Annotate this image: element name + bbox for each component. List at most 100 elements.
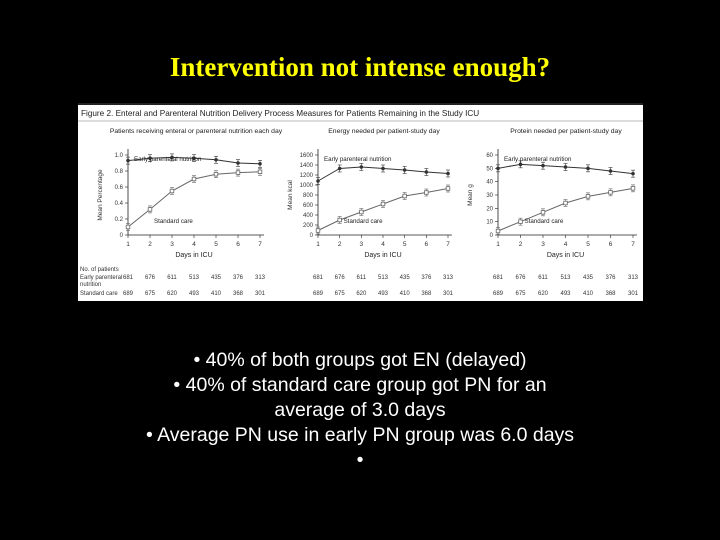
bullet-line-3: average of 3.0 days [274, 399, 446, 421]
patient-count: 611 [357, 275, 367, 281]
data-point [445, 186, 451, 191]
data-point [518, 162, 523, 167]
data-point [608, 169, 613, 173]
data-point [402, 168, 407, 172]
x-tick-label: 3 [170, 241, 174, 248]
series-label: Early parenteral nutrition [324, 156, 392, 163]
x-tick-label: 7 [258, 241, 262, 248]
x-tick-label: 4 [192, 241, 196, 248]
x-axis-label: Days in ICU [547, 252, 584, 259]
data-point [316, 179, 320, 183]
data-point [563, 200, 568, 206]
y-tick-label: 0.8 [115, 169, 124, 175]
figure-panel: Figure 2. Enteral and Parenteral Nutriti… [78, 103, 643, 301]
data-point [586, 166, 590, 171]
patient-count: 301 [443, 291, 454, 297]
data-point [169, 188, 175, 194]
data-point [147, 207, 153, 212]
x-tick-label: 4 [381, 241, 385, 248]
data-point [337, 166, 342, 171]
patients-header-line-2: Early parenteral [80, 275, 122, 281]
y-tick-label: 0 [120, 233, 124, 239]
data-point [424, 170, 429, 174]
patient-count: 620 [538, 291, 549, 297]
x-tick-label: 5 [586, 241, 590, 248]
patient-count: 676 [145, 275, 156, 281]
y-tick-label: 200 [303, 223, 314, 229]
patient-count: 689 [123, 291, 134, 297]
y-tick-label: 1400 [300, 163, 314, 169]
y-tick-label: 0.6 [115, 185, 124, 191]
series-label: Standard care [525, 218, 564, 225]
data-point [402, 193, 407, 199]
patient-count: 493 [560, 291, 571, 297]
patient-count: 313 [255, 275, 266, 281]
patient-count: 681 [313, 275, 324, 281]
patient-count: 376 [421, 275, 432, 281]
data-point [126, 158, 130, 163]
data-point [359, 165, 364, 169]
patient-count: 435 [400, 275, 411, 281]
y-tick-label: 400 [303, 213, 314, 219]
data-point [170, 155, 174, 160]
slide-title: Intervention not intense enough? [169, 52, 551, 82]
patient-count: 676 [335, 275, 346, 281]
series-label: Early parenteral nutrition [134, 156, 202, 163]
series-line [497, 187, 634, 232]
data-point [337, 217, 342, 223]
data-point [191, 176, 197, 182]
x-tick-label: 7 [446, 241, 450, 248]
x-tick-label: 1 [496, 241, 500, 248]
series-line [317, 188, 449, 231]
y-tick-label: 40 [486, 180, 493, 186]
data-point [359, 209, 364, 215]
data-point [495, 228, 501, 234]
y-tick-label: 1000 [300, 183, 314, 189]
patient-count: 493 [378, 291, 389, 297]
chart-1: Patients receiving enteral or parenteral… [97, 128, 283, 297]
data-point [540, 210, 546, 215]
y-tick-label: 0.2 [115, 217, 124, 223]
x-tick-label: 2 [148, 241, 152, 248]
series-label: Early parenteral nutrition [504, 156, 572, 163]
chart-title: Energy needed per patient-study day [328, 128, 440, 135]
x-tick-label: 2 [519, 241, 523, 248]
patient-count: 675 [515, 291, 526, 297]
y-tick-label: 1.0 [115, 153, 124, 159]
data-point [214, 158, 218, 162]
x-tick-label: 1 [316, 241, 320, 248]
patient-count: 301 [255, 291, 266, 297]
bullet-line-5: • [356, 449, 364, 471]
data-point [424, 190, 429, 195]
patient-count: 675 [335, 291, 346, 297]
y-tick-label: 1200 [300, 173, 314, 179]
data-point [125, 224, 131, 230]
patient-count: 611 [167, 275, 177, 281]
figure-svg: Figure 2. Enteral and Parenteral Nutriti… [78, 109, 643, 297]
data-point [148, 156, 152, 160]
x-tick-label: 6 [236, 241, 240, 248]
data-point [585, 194, 591, 199]
patients-header-line-1: No. of patients [80, 267, 119, 273]
y-tick-label: 600 [303, 203, 314, 209]
patient-count: 681 [123, 275, 134, 281]
patient-count: 681 [493, 275, 504, 281]
y-axis-label: Mean g [467, 184, 474, 206]
patient-count: 620 [356, 291, 367, 297]
patient-count: 689 [493, 291, 504, 297]
y-tick-label: 1600 [300, 153, 314, 159]
y-tick-label: 0.4 [115, 201, 124, 207]
x-tick-label: 4 [564, 241, 568, 248]
x-tick-label: 3 [360, 241, 364, 248]
y-tick-label: 10 [486, 220, 493, 226]
patient-count: 435 [211, 275, 222, 281]
patient-count: 689 [313, 291, 324, 297]
y-tick-label: 20 [486, 206, 493, 212]
patient-count: 435 [583, 275, 594, 281]
patients-header-line-4: Standard care [80, 291, 118, 297]
series-label: Standard care [344, 218, 383, 225]
bullet-line-2: • 40% of standard care group got PN for … [173, 374, 547, 396]
data-point [446, 171, 450, 176]
x-tick-label: 2 [338, 241, 342, 248]
series-label: Standard care [154, 218, 193, 225]
